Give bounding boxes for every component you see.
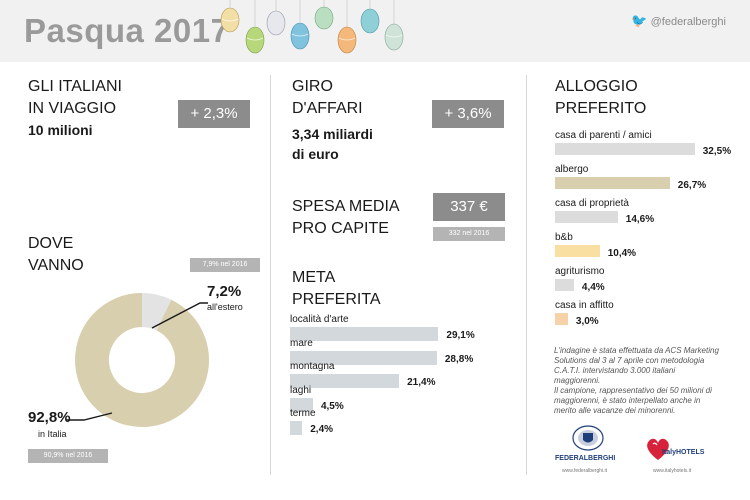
bar-category-label: località d'arte (290, 314, 349, 325)
bar-category-label: casa in affitto (555, 300, 614, 311)
bar (290, 397, 313, 412)
bar-value-label: 14,6% (625, 214, 655, 225)
donut-slice-italy (75, 293, 209, 427)
bar (555, 143, 695, 155)
bar (555, 245, 600, 257)
twitter-handle[interactable]: 🐦 @federalberghi (631, 13, 726, 28)
abroad-previous-badge: 7,9% nel 2016 (190, 258, 260, 272)
federalberghi-url[interactable]: www.federalberghi.it (562, 468, 608, 474)
bar-value-label: 21,4% (407, 377, 436, 388)
bar-category-label: laghi (290, 384, 312, 396)
bar (555, 279, 574, 291)
italy-value: 92,8% (28, 409, 71, 426)
bar-value-label: 28,8% (444, 353, 474, 365)
spending-value-badge: 337 € (433, 193, 505, 221)
bar-value-label: 3,0% (575, 316, 599, 327)
bar-category-label: albergo (555, 164, 589, 175)
twitter-bird-icon: 🐦 (631, 13, 648, 28)
destination-heading: DOVE VANNO (28, 235, 84, 274)
easter-eggs-decoration (220, 0, 404, 54)
bar-value-label: 10,4% (607, 248, 637, 259)
bar-value-label: 26,7% (677, 180, 707, 191)
survey-note: L'indagine è stata effettuata da ACS Mar… (554, 346, 719, 415)
destination-donut-chart (75, 293, 209, 427)
donut-slice-abroad (75, 293, 209, 427)
spending-heading: SPESA MEDIA PRO CAPITE (292, 198, 400, 237)
bar-category-label: mare (290, 337, 313, 349)
bar (555, 313, 568, 325)
travelers-heading: GLI ITALIANI IN VIAGGIO (28, 78, 122, 117)
bar-category-label: montagna (290, 361, 335, 372)
bar-category-label: terme (290, 408, 316, 419)
bar (290, 327, 439, 341)
bar (555, 177, 670, 189)
bar-value-label: 4,4% (581, 282, 605, 293)
bar (290, 350, 437, 365)
italyhotels-url[interactable]: www.italyhotels.it (653, 468, 692, 474)
turnover-value: 3,34 miliardi di euro (292, 126, 373, 162)
bar-category-label: agriturismo (555, 266, 605, 277)
bar-value-label: 29,1% (446, 330, 475, 341)
bar-value-label: 32,5% (702, 146, 732, 157)
travelers-change-badge: + 2,3% (178, 100, 250, 128)
spending-previous-badge: 332 nel 2016 (433, 227, 505, 241)
abroad-value: 7,2% (207, 283, 242, 300)
federalberghi-crest-icon (572, 425, 604, 451)
italy-label: in Italia (38, 429, 67, 439)
travelers-value: 10 milioni (28, 122, 93, 138)
turnover-heading: GIRO D'AFFARI (292, 78, 363, 117)
column-divider (270, 75, 271, 475)
bar-value-label: 4,5% (320, 400, 344, 412)
bar (290, 374, 400, 388)
bar-category-label: casa di proprietà (555, 198, 629, 209)
abroad-label: all'estero (207, 302, 243, 312)
bar-category-label: casa di parenti / amici (555, 130, 652, 141)
bar-value-label: 2,4% (310, 424, 334, 435)
alloggio-heading: ALLOGGIO PREFERITO (555, 78, 647, 117)
bar (555, 211, 618, 223)
bar (290, 421, 303, 435)
italy-previous-badge: 90,9% nel 2016 (28, 449, 108, 463)
heart-icon (647, 438, 669, 460)
bar-category-label: b&b (555, 232, 573, 243)
meta-heading: META PREFERITA (292, 269, 381, 308)
turnover-change-badge: + 3,6% (432, 100, 504, 128)
column-divider (526, 75, 527, 475)
italyhotels-logo: ItalyHOTELS (662, 449, 705, 456)
federalberghi-logo: FEDERALBERGHI (555, 455, 616, 462)
page-title: Pasqua 2017 (24, 12, 230, 49)
